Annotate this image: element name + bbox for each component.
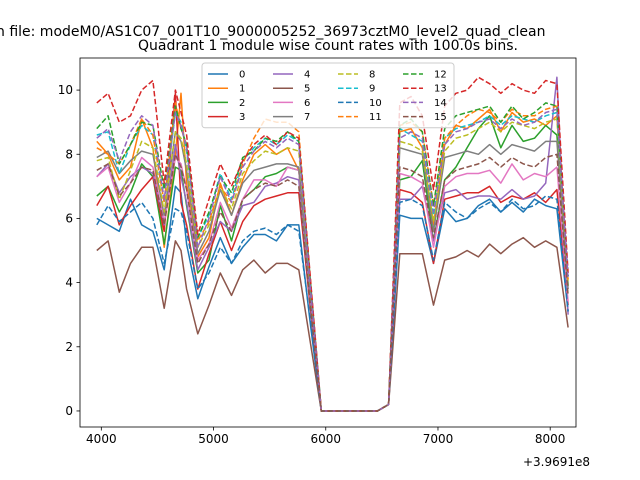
legend-label: 1 <box>239 84 245 95</box>
series-line-14 <box>96 108 569 412</box>
legend-label: 12 <box>434 70 447 81</box>
x-tick-label: 8000 <box>535 432 566 446</box>
legend-item-12: 12 <box>403 70 447 81</box>
legend-label: 0 <box>239 70 245 81</box>
legend-item-3: 3 <box>208 112 245 123</box>
series-line-15 <box>96 153 569 412</box>
legend-label: 9 <box>369 84 375 95</box>
legend-box <box>201 62 455 129</box>
legend-item-10: 10 <box>338 98 382 109</box>
legend-item-6: 6 <box>273 98 310 109</box>
legend-item-4: 4 <box>273 70 310 81</box>
legend-label: 10 <box>369 98 382 109</box>
legend-item-14: 14 <box>403 98 447 109</box>
legend-item-0: 0 <box>208 70 245 81</box>
legend-label: 11 <box>369 112 382 123</box>
figure-title: n file: modeM0/AS1C07_001T10_9000005252_… <box>0 24 545 40</box>
legend-label: 6 <box>304 98 310 109</box>
series-line-12 <box>96 102 569 412</box>
y-tick-label: 0 <box>65 404 73 418</box>
legend-item-2: 2 <box>208 98 245 109</box>
legend-label: 5 <box>304 84 310 95</box>
series-line-9 <box>96 111 569 412</box>
y-tick-label: 4 <box>65 276 73 290</box>
plot-area <box>96 76 569 412</box>
x-offset-label: +3.9691e8 <box>523 455 590 469</box>
x-tick-label: 7000 <box>423 432 454 446</box>
legend-label: 13 <box>434 84 447 95</box>
legend-item-5: 5 <box>273 84 310 95</box>
x-tick-label: 4000 <box>86 432 117 446</box>
x-tick-label: 5000 <box>198 432 229 446</box>
y-tick-label: 8 <box>65 147 73 161</box>
y-tick-label: 2 <box>65 340 73 354</box>
legend-item-13: 13 <box>403 84 447 95</box>
legend-item-8: 8 <box>338 70 375 81</box>
legend-label: 8 <box>369 70 375 81</box>
legend-item-11: 11 <box>338 112 382 123</box>
legend-label: 2 <box>239 98 245 109</box>
legend-label: 4 <box>304 70 310 81</box>
legend-label: 7 <box>304 112 310 123</box>
legend-label: 14 <box>434 98 447 109</box>
y-tick-label: 6 <box>65 211 73 225</box>
legend-item-1: 1 <box>208 84 245 95</box>
y-tick-label: 10 <box>58 83 73 97</box>
plot-frame <box>79 57 577 428</box>
chart-subtitle: Quadrant 1 module wise count rates with … <box>138 38 518 54</box>
x-tick-label: 6000 <box>310 432 341 446</box>
legend-item-15: 15 <box>403 112 447 123</box>
legend-item-9: 9 <box>338 84 375 95</box>
legend-item-7: 7 <box>273 112 310 123</box>
legend-label: 3 <box>239 112 245 123</box>
legend-label: 15 <box>434 112 447 123</box>
